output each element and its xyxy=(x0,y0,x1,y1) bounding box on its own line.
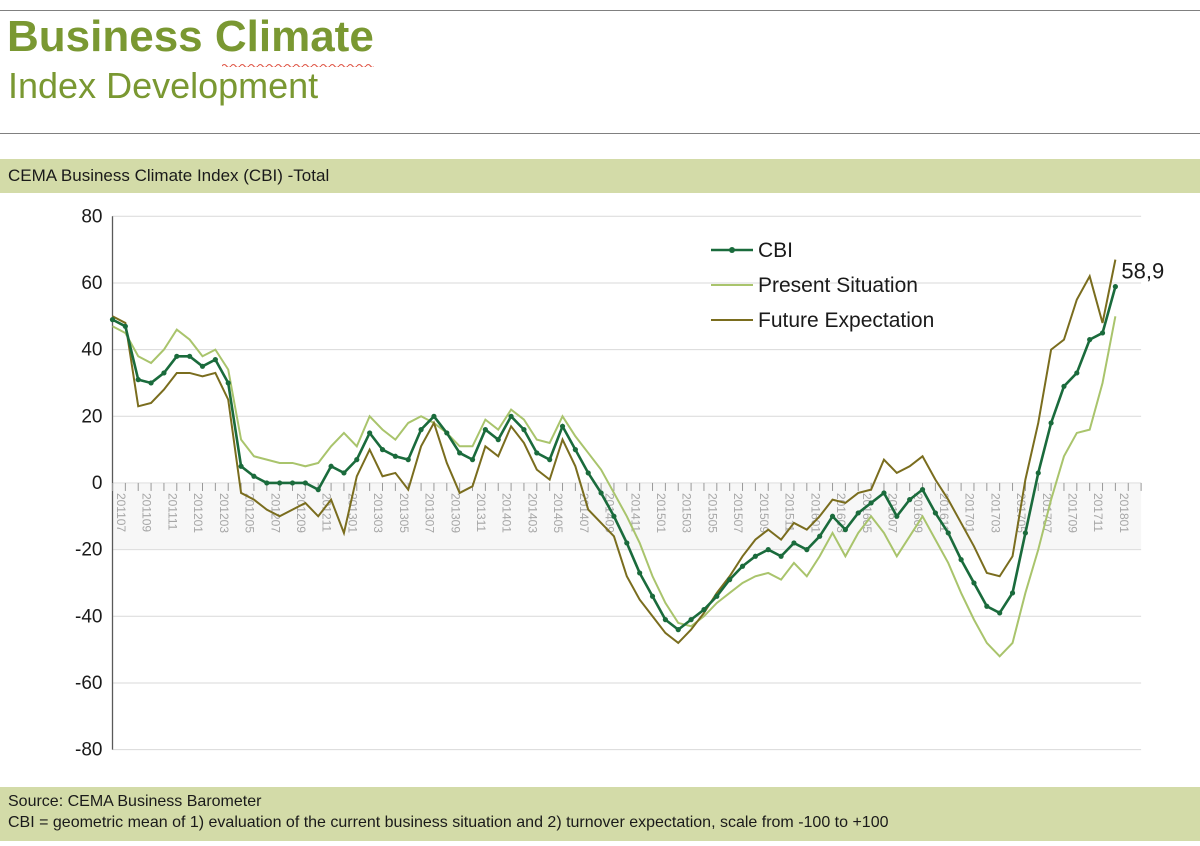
svg-text:CBI: CBI xyxy=(758,239,793,262)
svg-text:201509: 201509 xyxy=(757,493,771,533)
svg-text:201401: 201401 xyxy=(500,493,514,533)
svg-text:201405: 201405 xyxy=(551,493,565,533)
svg-text:Future Expectation: Future Expectation xyxy=(758,309,934,332)
svg-text:80: 80 xyxy=(81,206,102,227)
svg-text:201311: 201311 xyxy=(474,493,488,532)
svg-text:201609: 201609 xyxy=(911,493,925,533)
svg-text:201407: 201407 xyxy=(577,493,591,533)
svg-text:201709: 201709 xyxy=(1065,493,1079,533)
svg-text:201703: 201703 xyxy=(988,493,1002,533)
svg-text:201111: 201111 xyxy=(165,493,179,531)
svg-text:40: 40 xyxy=(81,340,102,361)
svg-text:201203: 201203 xyxy=(217,493,231,533)
svg-text:201501: 201501 xyxy=(654,493,668,533)
svg-text:201305: 201305 xyxy=(397,493,411,533)
svg-text:-40: -40 xyxy=(75,606,102,627)
svg-text:201711: 201711 xyxy=(1091,493,1105,532)
svg-text:20: 20 xyxy=(81,406,102,427)
svg-text:201505: 201505 xyxy=(705,493,719,533)
svg-text:201411: 201411 xyxy=(628,493,642,532)
svg-text:Present Situation: Present Situation xyxy=(758,274,918,297)
svg-text:201503: 201503 xyxy=(680,493,694,533)
svg-text:201109: 201109 xyxy=(140,493,154,532)
svg-text:0: 0 xyxy=(92,473,103,494)
svg-text:201801: 201801 xyxy=(1117,493,1131,533)
svg-text:201307: 201307 xyxy=(423,493,437,533)
svg-text:201403: 201403 xyxy=(525,493,539,533)
svg-text:-20: -20 xyxy=(75,540,102,561)
svg-text:201309: 201309 xyxy=(448,493,462,533)
svg-text:201201: 201201 xyxy=(191,493,205,533)
svg-text:201107: 201107 xyxy=(114,493,128,532)
svg-text:58,9: 58,9 xyxy=(1121,259,1164,284)
svg-text:201209: 201209 xyxy=(294,493,308,533)
svg-text:-60: -60 xyxy=(75,673,102,694)
svg-text:201303: 201303 xyxy=(371,493,385,533)
svg-text:60: 60 xyxy=(81,273,102,294)
svg-text:201507: 201507 xyxy=(731,493,745,533)
svg-text:201701: 201701 xyxy=(963,493,977,533)
svg-text:201511: 201511 xyxy=(783,493,797,532)
svg-text:-80: -80 xyxy=(75,740,102,761)
